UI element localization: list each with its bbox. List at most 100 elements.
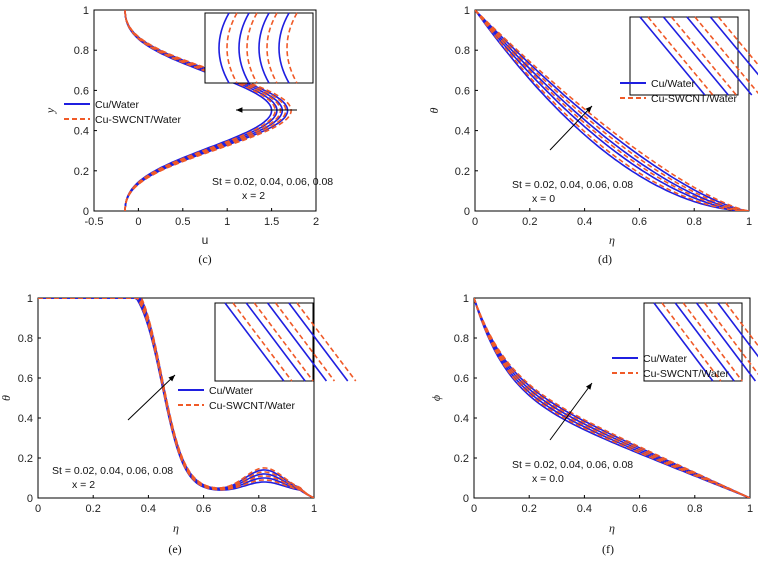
x-tick-label: 0.8: [251, 503, 266, 515]
inset-line-red: [661, 302, 722, 382]
x-tick-label: 2: [313, 216, 319, 228]
trend-arrow-head: [236, 107, 243, 113]
legend-label-cu-water: Cu/Water: [209, 385, 253, 397]
series-line-cu-water: [475, 10, 749, 211]
trend-arrow: [549, 105, 593, 151]
x-tick-label: 0.2: [522, 503, 537, 515]
series-line-cu-swcnt-water: [474, 298, 750, 498]
axes-frame: [37, 297, 315, 499]
legend-label-cu-swcnt-water: Cu-SWCNT/Water: [643, 368, 729, 380]
series-line-cu-swcnt-water: [474, 298, 750, 498]
y-tick-label: 0.8: [74, 45, 89, 57]
y-tick-label: 0.6: [74, 85, 89, 97]
x-tick-label: 0.8: [687, 503, 702, 515]
series-group: [38, 298, 314, 498]
inset-line-blue: [224, 302, 285, 382]
inset-line-red: [286, 12, 298, 84]
y-tick-label: 0.4: [455, 126, 470, 138]
x-axis-label: η: [609, 233, 615, 247]
panel-caption: (d): [598, 252, 612, 266]
x-tick-label: 0.8: [687, 216, 702, 228]
x-tick-label: 0.2: [522, 216, 537, 228]
x-tick-label: 1: [747, 503, 753, 515]
series-line-cu-swcnt-water: [475, 10, 749, 211]
x-tick-label: 0.4: [141, 503, 156, 515]
inset-line-red: [246, 12, 258, 84]
panel-f: 0 0.2 0.4 0.6 0.8 1 0 0.2 0.4 0.6 0.8 1 η ϕ Cu/Water Cu…: [429, 293, 758, 556]
y-tick-label: 0.8: [18, 333, 33, 345]
inset-line-blue: [717, 302, 758, 358]
y-tick-label: 0.2: [18, 453, 33, 465]
annotation-x-value: x = 0.0: [532, 473, 564, 485]
axes-frame: [474, 9, 750, 212]
trend-arrow: [549, 382, 593, 441]
legend-label-cu-swcnt-water: Cu-SWCNT/Water: [95, 114, 181, 126]
inset-line-red: [682, 302, 743, 382]
trend-arrow: [127, 374, 176, 421]
y-tick-label: 0.2: [454, 453, 469, 465]
annotation-st-values: St = 0.02, 0.04, 0.06, 0.08: [52, 465, 173, 477]
x-tick-label: 0.6: [632, 216, 647, 228]
inset-line-red: [253, 302, 314, 382]
inset-lines: [218, 12, 298, 84]
inset-line-blue: [686, 16, 753, 96]
inset-lines: [653, 302, 758, 382]
series-line-cu-swcnt-water: [475, 10, 749, 211]
x-tick-label: 0: [471, 503, 477, 515]
panel-e: 0 0.2 0.4 0.6 0.8 1 0 0.2 0.4 0.6 0.8 1 η θ Cu/Water Cu…: [0, 293, 357, 556]
inset-line-blue: [674, 302, 735, 382]
x-tick-label: 0: [472, 216, 478, 228]
x-axis-label: u: [202, 233, 209, 247]
inset-line-blue: [266, 302, 328, 382]
y-tick-label: 1: [463, 293, 469, 305]
inset-line-blue: [639, 16, 706, 96]
y-tick-label: 0.8: [455, 45, 470, 57]
x-tick-label: 0.5: [175, 216, 190, 228]
legend-label-cu-swcnt-water: Cu-SWCNT/Water: [651, 93, 737, 105]
legend-label-cu-water: Cu/Water: [651, 78, 695, 90]
inset-line-blue: [238, 12, 250, 84]
inset-line-blue: [653, 302, 714, 382]
panel-caption: (f): [602, 542, 614, 556]
y-tick-label: 0.6: [454, 373, 469, 385]
x-tick-label: 1: [224, 216, 230, 228]
x-tick-label: 0.2: [86, 503, 101, 515]
series-line-cu-water: [475, 10, 749, 211]
y-axis-label: ϕ: [429, 395, 443, 401]
panel-d: 0 0.2 0.4 0.6 0.8 1 0 0.2 0.4 0.6 0.8 1 η θ Cu/Water Cu…: [427, 5, 758, 266]
series-line-cu-water: [475, 10, 749, 211]
inset-line-blue: [695, 302, 757, 382]
y-tick-label: 0.2: [74, 166, 89, 178]
series-line-cu-water: [474, 298, 750, 498]
series-line-cu-swcnt-water: [38, 298, 314, 498]
y-axis-label: y: [43, 107, 57, 114]
x-tick-label: 0.4: [577, 216, 592, 228]
inset-line-red: [266, 12, 278, 84]
inset-line-blue: [288, 302, 349, 382]
x-tick-label: 0: [135, 216, 141, 228]
x-tick-label: 1: [746, 216, 752, 228]
y-tick-label: 0.4: [18, 413, 33, 425]
inset-line-red: [717, 16, 758, 66]
y-tick-label: 0: [463, 493, 469, 505]
inset-line-red: [274, 302, 336, 382]
annotation-st-values: St = 0.02, 0.04, 0.06, 0.08: [512, 459, 633, 471]
inset-line-red: [232, 302, 293, 382]
annotation-x-value: x = 2: [72, 479, 95, 491]
annotation-st-values: St = 0.02, 0.04, 0.06, 0.08: [212, 176, 333, 188]
annotation-st-values: St = 0.02, 0.04, 0.06, 0.08: [512, 179, 633, 191]
panel-caption: (c): [198, 252, 211, 266]
y-tick-label: 0.2: [455, 166, 470, 178]
series-group: [475, 10, 749, 211]
inset-lines: [224, 302, 357, 382]
inset-line-red: [703, 302, 758, 376]
inset-line-red: [725, 302, 758, 347]
y-tick-label: 0: [464, 206, 470, 218]
inset-line-blue: [278, 12, 290, 84]
x-tick-label: 0.4: [577, 503, 592, 515]
inset-line-blue: [709, 16, 758, 76]
axes-frame: [473, 297, 751, 499]
inset-line-blue: [258, 12, 270, 84]
inset-line-red: [226, 12, 238, 84]
